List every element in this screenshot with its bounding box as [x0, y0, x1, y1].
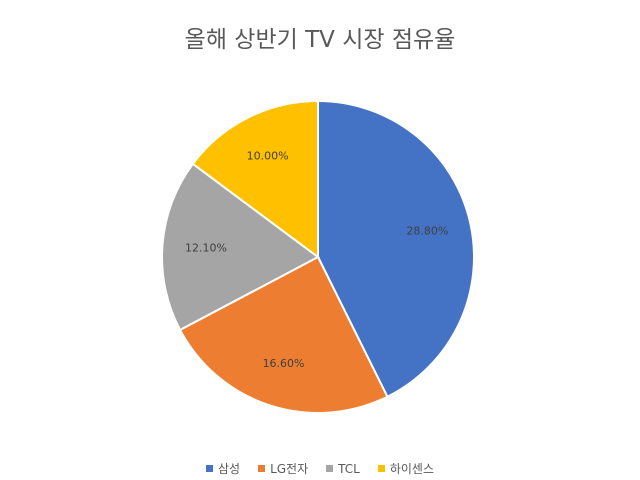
legend-item-hisense: 하이센스: [377, 460, 435, 477]
legend-swatch-hisense: [377, 465, 385, 472]
legend-item-samsung: 삼성: [205, 460, 241, 477]
data-label-lg: 16.60%: [263, 357, 305, 370]
legend-label-hisense: 하이센스: [389, 462, 435, 476]
chart-title: 올해 상반기 TV 시장 점유율: [184, 27, 456, 53]
data-label-tcl: 12.10%: [185, 241, 227, 254]
legend-label-tcl: TCL: [338, 461, 360, 476]
pie-slice-samsung: [317, 99, 475, 399]
legend: 삼성 LG전자 TCL 하이센스: [0, 460, 640, 477]
legend-label-samsung: 삼성: [217, 462, 241, 476]
legend-item-tcl: TCL: [326, 460, 360, 477]
pie-slice-hisense: [191, 99, 319, 259]
pie-slice-lg: [178, 255, 389, 414]
pie-slice-tcl: [161, 162, 320, 332]
legend-swatch-tcl: [326, 465, 334, 472]
legend-label-lg: LG전자: [270, 462, 309, 476]
legend-swatch-lg: [258, 465, 266, 472]
data-label-hisense: 10.00%: [247, 150, 289, 163]
data-label-samsung: 28.80%: [406, 224, 448, 237]
legend-item-lg: LG전자: [258, 460, 308, 477]
legend-swatch-samsung: [205, 465, 213, 472]
